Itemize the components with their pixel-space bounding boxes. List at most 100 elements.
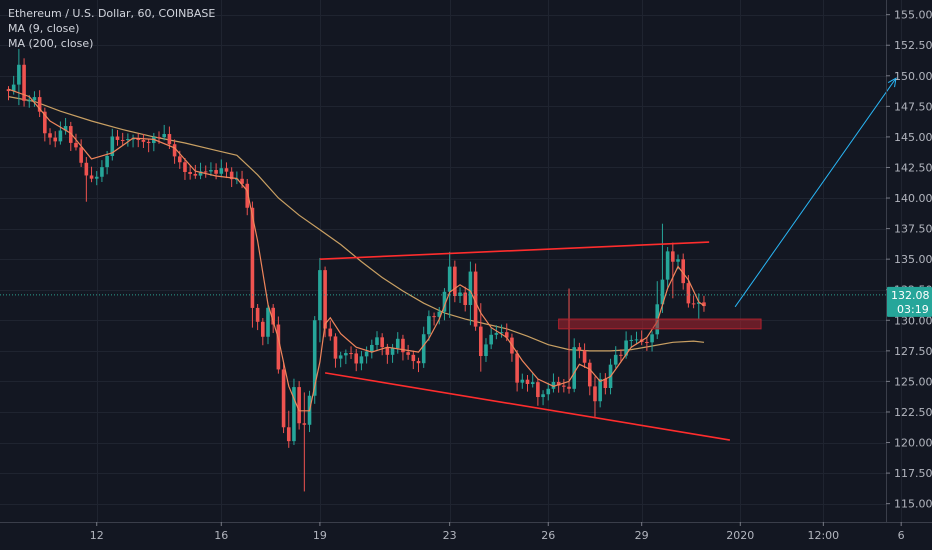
- candle[interactable]: [437, 306, 442, 325]
- lower-trendline[interactable]: [324, 372, 731, 441]
- candle[interactable]: [79, 139, 83, 167]
- symbol-title[interactable]: Ethereum / U.S. Dollar, 60, COINBASE: [8, 7, 216, 20]
- candle[interactable]: [453, 260, 457, 303]
- candle[interactable]: [131, 134, 135, 148]
- candle[interactable]: [17, 48, 21, 106]
- candle[interactable]: [344, 349, 348, 365]
- candle[interactable]: [261, 318, 265, 346]
- candle[interactable]: [691, 295, 696, 309]
- candle[interactable]: [188, 165, 192, 180]
- candle[interactable]: [395, 332, 400, 354]
- candle[interactable]: [660, 223, 665, 313]
- candle[interactable]: [203, 165, 208, 178]
- candle[interactable]: [375, 331, 379, 352]
- candle[interactable]: [380, 333, 384, 356]
- candle[interactable]: [390, 343, 395, 363]
- candle[interactable]: [229, 167, 234, 188]
- candle[interactable]: [577, 342, 582, 359]
- candle[interactable]: [499, 324, 504, 338]
- candle[interactable]: [120, 132, 125, 146]
- drawing-tools[interactable]: [319, 77, 897, 441]
- candle[interactable]: [671, 242, 675, 299]
- candle[interactable]: [681, 253, 685, 290]
- candle[interactable]: [416, 357, 421, 373]
- candle[interactable]: [115, 130, 120, 146]
- candle[interactable]: [37, 90, 42, 118]
- candle[interactable]: [312, 316, 317, 404]
- candle[interactable]: [74, 133, 78, 151]
- candle[interactable]: [183, 157, 187, 180]
- candle[interactable]: [198, 162, 203, 180]
- candle[interactable]: [515, 350, 519, 392]
- candle[interactable]: [696, 293, 701, 320]
- candle[interactable]: [48, 128, 52, 145]
- candle[interactable]: [32, 91, 37, 107]
- candle[interactable]: [53, 131, 58, 148]
- candle[interactable]: [572, 338, 577, 393]
- candle[interactable]: [421, 326, 426, 368]
- candle[interactable]: [702, 295, 706, 312]
- candle[interactable]: [478, 303, 483, 372]
- candle[interactable]: [401, 334, 405, 361]
- candle[interactable]: [43, 107, 47, 142]
- candle[interactable]: [613, 346, 618, 369]
- candle[interactable]: [219, 159, 224, 178]
- candle[interactable]: [84, 157, 89, 202]
- candle[interactable]: [530, 373, 535, 388]
- candle[interactable]: [172, 139, 177, 164]
- candle[interactable]: [541, 390, 545, 406]
- resistance-zone[interactable]: [558, 318, 762, 330]
- ma9-legend[interactable]: MA (9, close): [8, 22, 80, 35]
- candle[interactable]: [593, 376, 597, 417]
- candle[interactable]: [110, 128, 115, 161]
- candle[interactable]: [551, 373, 556, 393]
- ma200-legend[interactable]: MA (200, close): [8, 37, 94, 50]
- candle[interactable]: [68, 121, 73, 151]
- candle[interactable]: [634, 331, 639, 345]
- candle[interactable]: [276, 316, 281, 374]
- projection-arrow[interactable]: [734, 77, 897, 308]
- candle[interactable]: [364, 346, 369, 364]
- candle[interactable]: [89, 166, 94, 183]
- candle[interactable]: [406, 344, 410, 360]
- candle[interactable]: [489, 327, 493, 350]
- candle[interactable]: [126, 133, 130, 147]
- candle[interactable]: [567, 288, 571, 394]
- candle[interactable]: [463, 286, 468, 312]
- time-axis[interactable]: 12 16 19 23 26 29 2020 12:00 6: [0, 522, 932, 542]
- candle[interactable]: [146, 138, 151, 153]
- candle[interactable]: [354, 348, 359, 372]
- candle[interactable]: [619, 349, 623, 363]
- candle[interactable]: [546, 382, 551, 401]
- candle[interactable]: [271, 304, 275, 333]
- candle[interactable]: [94, 171, 99, 186]
- candle[interactable]: [58, 121, 63, 145]
- candle[interactable]: [665, 247, 670, 288]
- candle[interactable]: [349, 346, 353, 359]
- candle[interactable]: [650, 331, 654, 352]
- candle[interactable]: [359, 350, 364, 371]
- candle[interactable]: [141, 133, 146, 149]
- candle[interactable]: [645, 338, 649, 351]
- candle[interactable]: [447, 251, 452, 318]
- candle[interactable]: [598, 372, 602, 408]
- candle[interactable]: [525, 375, 530, 392]
- candle[interactable]: [266, 302, 270, 345]
- candle[interactable]: [484, 338, 488, 362]
- upper-trendline[interactable]: [319, 241, 710, 260]
- price-axis[interactable]: 155.00 152.50 150.00 147.50 145.00 142.50 140.…: [886, 0, 932, 522]
- candle[interactable]: [468, 261, 473, 326]
- candle[interactable]: [6, 86, 11, 101]
- candle[interactable]: [224, 162, 229, 179]
- candle[interactable]: [587, 359, 592, 396]
- candlestick-series[interactable]: [6, 48, 706, 492]
- candle[interactable]: [603, 373, 608, 395]
- candle[interactable]: [629, 335, 634, 349]
- candle[interactable]: [209, 162, 213, 176]
- candle[interactable]: [562, 379, 566, 393]
- candle[interactable]: [63, 117, 68, 135]
- candle[interactable]: [281, 362, 286, 434]
- candle[interactable]: [473, 263, 478, 331]
